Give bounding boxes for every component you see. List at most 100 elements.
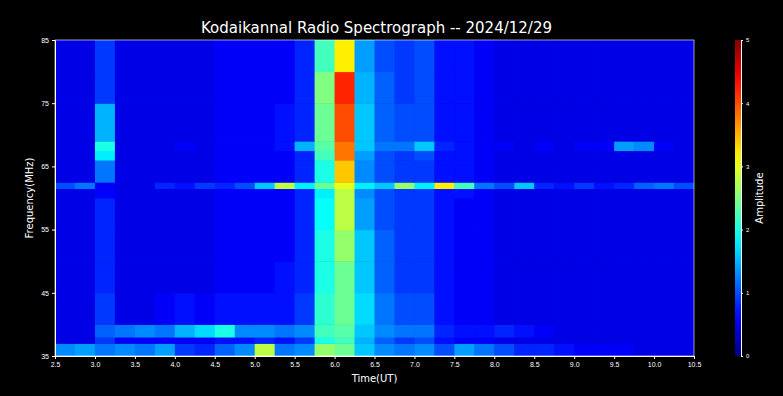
tick-label: 75: [41, 100, 49, 107]
cell: [474, 103, 494, 141]
cell: [195, 72, 215, 104]
cell: [514, 189, 534, 199]
cell: [594, 182, 614, 189]
cell: [135, 261, 155, 293]
cell: [95, 337, 115, 344]
cell: [674, 230, 694, 262]
cell: [275, 230, 295, 262]
cell: [394, 72, 414, 104]
cell: [434, 343, 454, 356]
cell: [574, 189, 594, 199]
cell: [295, 151, 315, 161]
cell: [115, 198, 135, 230]
cell: [574, 324, 594, 337]
cell: [534, 293, 554, 325]
cell: [674, 72, 694, 104]
cell: [614, 160, 634, 183]
cell: [574, 151, 594, 161]
cell: [634, 337, 654, 344]
cell: [654, 103, 674, 141]
cell: [135, 198, 155, 230]
tick-mark: [741, 40, 743, 41]
cell: [275, 261, 295, 293]
cell: [434, 198, 454, 230]
cell: [414, 182, 434, 189]
cell: [155, 72, 175, 104]
cell: [414, 337, 434, 344]
tick: 0: [741, 353, 750, 359]
tick-label: 9.0: [570, 361, 580, 368]
cell: [235, 103, 255, 141]
cell: [215, 324, 235, 337]
cell: [494, 182, 514, 189]
tick-mark: [414, 356, 415, 359]
cell: [355, 160, 375, 183]
cell: [634, 230, 654, 262]
cell: [614, 343, 634, 356]
cell: [235, 230, 255, 262]
cell: [534, 198, 554, 230]
tick-label: 0: [746, 353, 750, 359]
tick: 8.5: [530, 356, 540, 368]
tick: 45: [41, 290, 55, 297]
cell: [674, 293, 694, 325]
cell: [674, 103, 694, 141]
cell: [634, 198, 654, 230]
cell: [554, 198, 574, 230]
cell: [614, 151, 634, 161]
cell: [375, 182, 395, 189]
cell: [75, 40, 95, 72]
cell: [55, 103, 75, 141]
cell: [375, 141, 395, 151]
cell: [514, 343, 534, 356]
cell: [235, 189, 255, 199]
cell: [195, 293, 215, 325]
tick-label: 5.5: [290, 361, 300, 368]
cell: [315, 324, 335, 337]
x-axis-title: Time(UT): [351, 373, 398, 384]
tick-label: 4.5: [210, 361, 220, 368]
cell: [75, 293, 95, 325]
cell: [135, 141, 155, 151]
cell: [414, 198, 434, 230]
cell: [514, 40, 534, 72]
cell: [394, 103, 414, 141]
cell: [574, 261, 594, 293]
cell: [155, 324, 175, 337]
cell: [95, 198, 115, 230]
cell: [514, 261, 534, 293]
cell: [335, 230, 355, 262]
cell: [634, 182, 654, 189]
cell: [255, 293, 275, 325]
cell: [175, 40, 195, 72]
tick-mark: [215, 356, 216, 359]
cell: [654, 343, 674, 356]
cell: [255, 261, 275, 293]
cell: [55, 198, 75, 230]
cell: [554, 72, 574, 104]
cell: [494, 72, 514, 104]
tick-mark: [375, 356, 376, 359]
cell: [414, 160, 434, 183]
cell: [295, 337, 315, 344]
cell: [434, 40, 454, 72]
cell: [215, 151, 235, 161]
tick-label: 3: [746, 164, 750, 170]
cell: [434, 72, 454, 104]
cell: [574, 293, 594, 325]
cell: [375, 324, 395, 337]
axis-line: [56, 357, 695, 360]
cell: [135, 337, 155, 344]
tick-mark: [52, 356, 55, 357]
cell: [95, 160, 115, 183]
cell: [494, 293, 514, 325]
cell: [115, 337, 135, 344]
cell: [255, 343, 275, 356]
cell: [295, 182, 315, 189]
tick: 8.0: [490, 356, 500, 368]
cell: [454, 230, 474, 262]
cell: [95, 324, 115, 337]
cell: [175, 343, 195, 356]
cell: [155, 103, 175, 141]
cell: [315, 151, 335, 161]
